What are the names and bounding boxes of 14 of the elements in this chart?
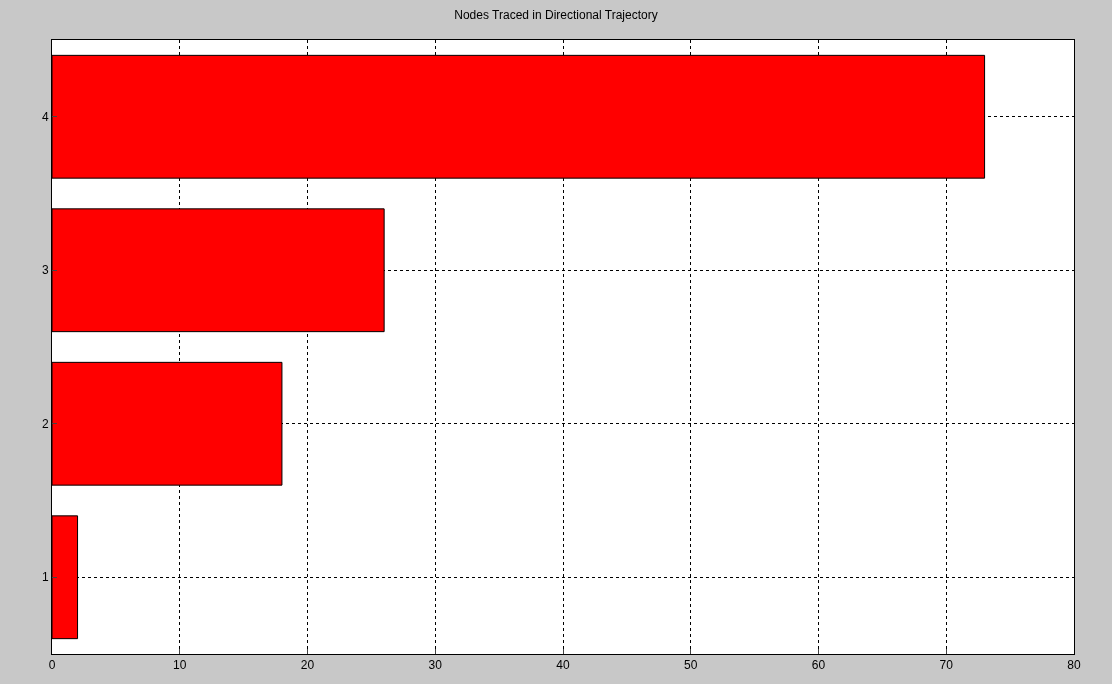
x-tick-label: 70: [939, 658, 954, 673]
x-tick-label: 0: [48, 658, 56, 673]
x-tick-label: 10: [173, 658, 187, 673]
x-tick-label: 60: [811, 658, 826, 673]
chart-title: Nodes Traced in Directional Trajectory: [454, 7, 658, 22]
x-tick-label: 30: [428, 658, 443, 673]
x-tick-label: 40: [556, 658, 570, 673]
y-tick-label: 4: [41, 109, 49, 124]
x-tick-label: 80: [1067, 658, 1081, 673]
y-tick-label: 3: [41, 263, 49, 278]
y-tick-label: 2: [41, 416, 49, 431]
x-tick-label: 50: [684, 658, 698, 673]
x-tick-label: 20: [300, 658, 315, 673]
y-tick-label: 1: [41, 570, 49, 585]
